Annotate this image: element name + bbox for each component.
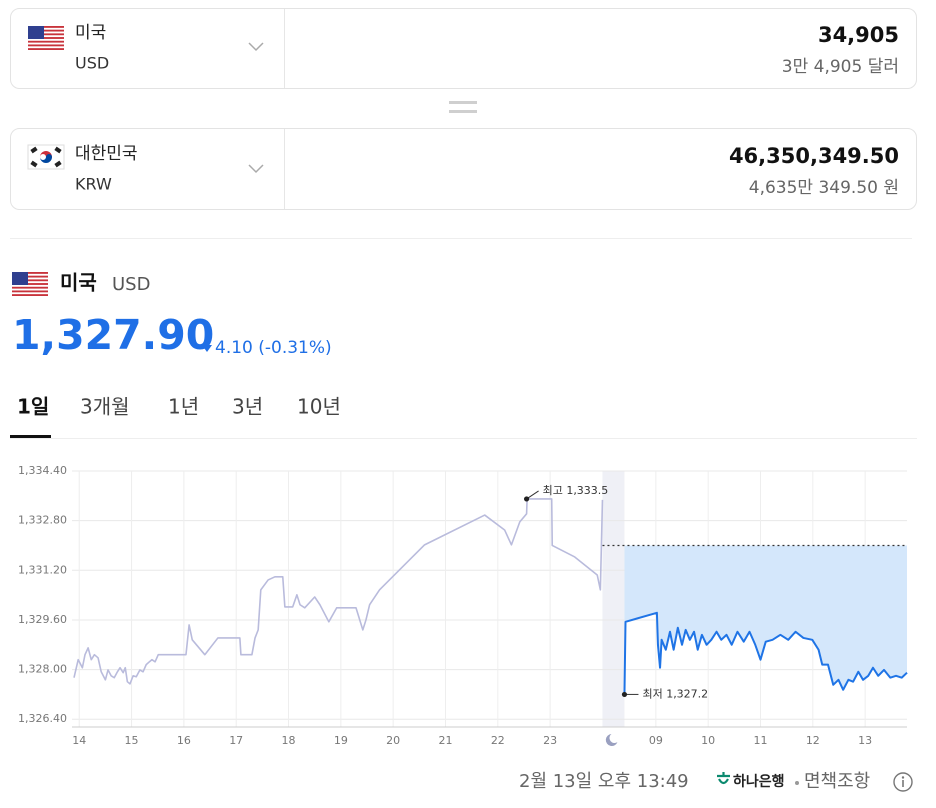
x-tick-label: 09	[649, 734, 663, 747]
flag-us	[12, 272, 48, 296]
chart: 1,326.40 1,328.00 1,329.60 1,331.20 1,332.80…	[18, 464, 908, 747]
y-tick-label: 1,331.20	[18, 563, 67, 576]
period-tab[interactable]: 3개월	[80, 395, 130, 419]
amount-words: 4,635만 349.50 원	[749, 178, 899, 198]
currency-selector[interactable]: 대한민국 KRW	[27, 144, 264, 194]
y-tick-label: 1,326.40	[18, 712, 67, 725]
moon-icon	[605, 734, 618, 746]
x-tick-label: 11	[753, 734, 767, 747]
x-tick-label: 20	[386, 734, 400, 747]
rate-country: 미국	[60, 271, 97, 295]
period-tab[interactable]: 3년	[232, 395, 263, 419]
card-border	[10, 8, 917, 89]
dropdown-chevron	[248, 164, 264, 174]
separator-dot	[795, 781, 799, 785]
x-tick-label: 12	[806, 734, 820, 747]
y-tick-label: 1,328.00	[18, 663, 67, 676]
down-arrow	[202, 345, 212, 352]
price-line	[73, 498, 604, 685]
rate-change: 4.10 (-0.31%)	[215, 338, 332, 358]
x-tick-label: 19	[334, 734, 348, 747]
disclaimer-link[interactable]: 면책조항	[804, 771, 870, 792]
price-line	[623, 611, 908, 695]
equals-bar	[449, 101, 477, 104]
timestamp: 2월 13일 오후 13:49	[519, 771, 689, 792]
flag-kr	[27, 144, 65, 170]
x-tick-label: 10	[701, 734, 715, 747]
y-tick-label: 1,329.60	[18, 613, 67, 626]
rate-code: USD	[112, 274, 150, 295]
area-fill	[624, 545, 907, 695]
x-tick-label: 18	[282, 734, 296, 747]
x-tick-label: 21	[438, 734, 452, 747]
period-tab[interactable]: 1년	[168, 395, 199, 419]
currency-code: KRW	[75, 175, 112, 194]
rate-value: 1,327.90	[12, 311, 214, 359]
currency-card: 대한민국 KRW 46,350,349.50 4,635만 349.50 원	[10, 128, 917, 210]
annotation-point	[523, 496, 530, 502]
y-tick-label: 1,334.40	[18, 464, 67, 477]
amount-output: 46,350,349.50	[729, 144, 899, 168]
card-border	[10, 128, 917, 210]
x-tick-label: 17	[229, 734, 243, 747]
x-tick-label: 23	[543, 734, 557, 747]
dropdown-chevron	[248, 42, 264, 52]
annotation-point	[621, 691, 628, 698]
x-tick-label: 15	[125, 734, 139, 747]
equals-bar	[449, 110, 477, 113]
y-tick-label: 1,332.80	[18, 514, 67, 527]
x-tick-label: 22	[491, 734, 505, 747]
provider-logo	[717, 772, 730, 785]
amount-words: 3만 4,905 달러	[782, 57, 899, 77]
x-tick-label: 13	[858, 734, 872, 747]
period-tab[interactable]: 1일	[17, 395, 49, 419]
annotation-label: 최고 1,333.5	[543, 484, 609, 497]
x-tick-label: 16	[177, 734, 191, 747]
currency-selector[interactable]: 미국 USD	[28, 23, 264, 73]
currency-card: 미국 USD 34,905 3만 4,905 달러	[10, 8, 917, 89]
night-band	[602, 471, 625, 727]
period-tab[interactable]: 10년	[297, 395, 341, 419]
info-icon[interactable]	[893, 772, 913, 792]
x-tick-label: 14	[72, 734, 86, 747]
period-tabs: 1일 3개월 1년 3년 10년	[10, 395, 341, 438]
annotation-label: 최저 1,327.2	[642, 687, 708, 700]
currency-code: USD	[75, 54, 109, 73]
active-tab-underline	[10, 435, 51, 438]
provider-name: 하나은행	[733, 773, 785, 790]
country-name: 대한민국	[75, 144, 138, 164]
flag-us	[28, 26, 64, 50]
amount-input[interactable]: 34,905	[818, 23, 899, 47]
country-name: 미국	[75, 23, 106, 43]
